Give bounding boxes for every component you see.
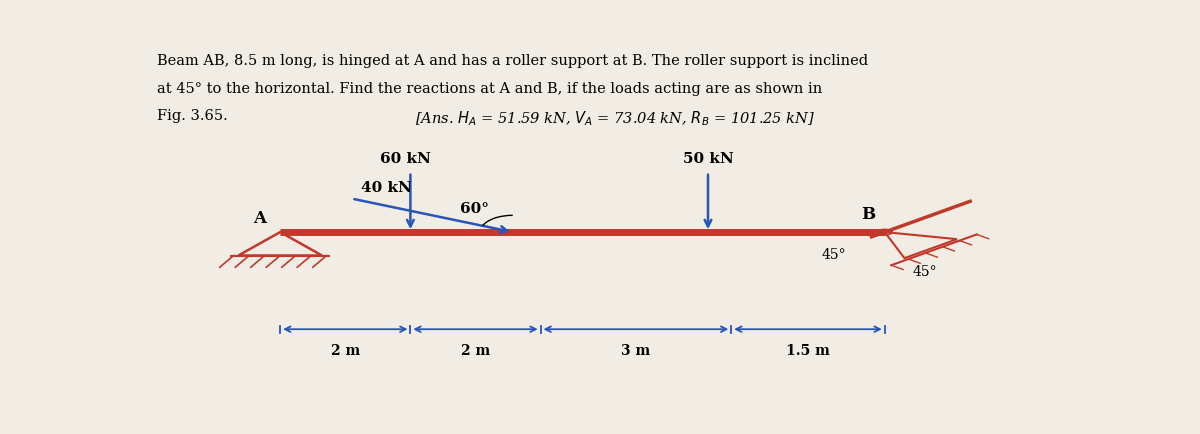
Text: B: B: [862, 206, 876, 223]
Text: 45°: 45°: [913, 264, 937, 278]
Text: 60°: 60°: [461, 202, 490, 216]
Text: 50 kN: 50 kN: [683, 152, 733, 166]
Text: 60 kN: 60 kN: [380, 152, 431, 166]
Text: Beam AB, 8.5 m long, is hinged at A and has a roller support at B. The roller su: Beam AB, 8.5 m long, is hinged at A and …: [157, 54, 869, 68]
Text: at 45° to the horizontal. Find the reactions at A and B, if the loads acting are: at 45° to the horizontal. Find the react…: [157, 82, 823, 95]
Text: [Ans. $H_A$ = 51.59 kN, $V_A$ = 73.04 kN, $R_B$ = 101.25 kN]: [Ans. $H_A$ = 51.59 kN, $V_A$ = 73.04 kN…: [415, 109, 815, 128]
Text: 2 m: 2 m: [331, 343, 360, 357]
Text: 45°: 45°: [821, 247, 846, 262]
Text: Fig. 3.65.: Fig. 3.65.: [157, 109, 228, 123]
Text: 2 m: 2 m: [461, 343, 490, 357]
Text: 3 m: 3 m: [622, 343, 650, 357]
Text: A: A: [253, 210, 266, 227]
Text: 1.5 m: 1.5 m: [786, 343, 830, 357]
Text: 40 kN: 40 kN: [361, 180, 412, 194]
